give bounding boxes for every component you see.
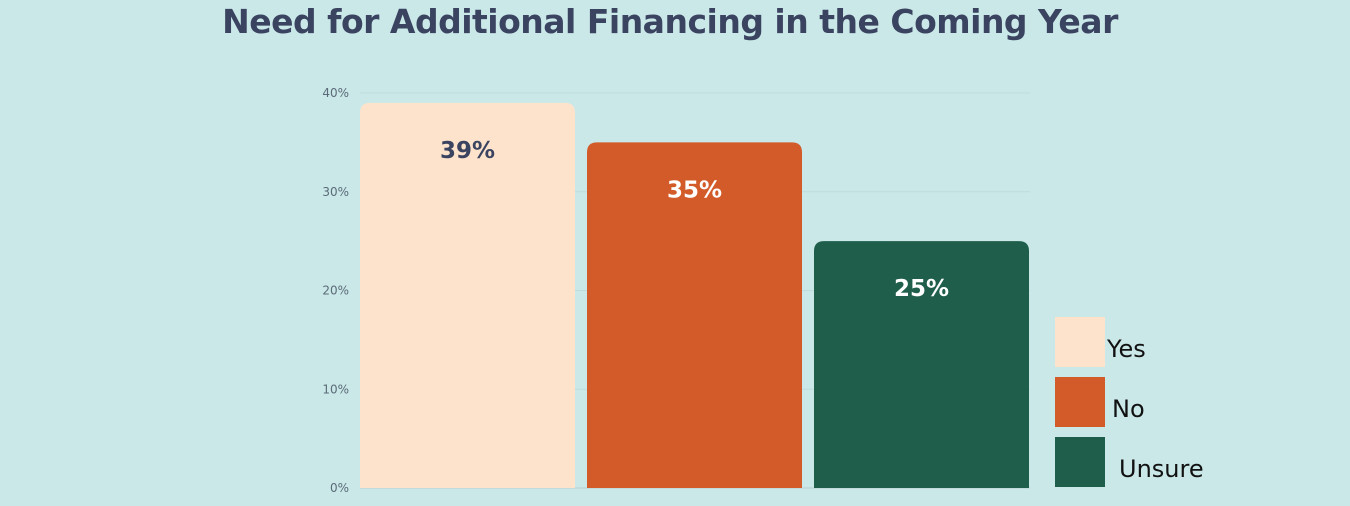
y-tick-label: 20% <box>322 284 349 298</box>
legend-swatch-no <box>1055 377 1105 427</box>
bar-yes <box>360 102 575 488</box>
y-tick-label: 30% <box>322 185 349 199</box>
y-tick-label: 0% <box>330 481 349 495</box>
bar-no <box>587 142 802 488</box>
legend-label-no: No <box>1112 395 1145 423</box>
bar-unsure <box>814 241 1029 488</box>
y-tick-label: 10% <box>322 382 349 396</box>
chart-title: Need for Additional Financing in the Com… <box>222 2 1118 41</box>
bar-value-label: 25% <box>894 276 949 302</box>
bar-value-label: 39% <box>440 138 495 164</box>
bar-value-label: 35% <box>667 177 722 203</box>
y-tick-label: 40% <box>322 86 349 100</box>
legend-swatch-yes <box>1055 317 1105 367</box>
legend-label-yes: Yes <box>1107 335 1146 363</box>
legend-swatch-unsure <box>1055 437 1105 487</box>
legend-label-unsure: Unsure <box>1119 455 1204 483</box>
